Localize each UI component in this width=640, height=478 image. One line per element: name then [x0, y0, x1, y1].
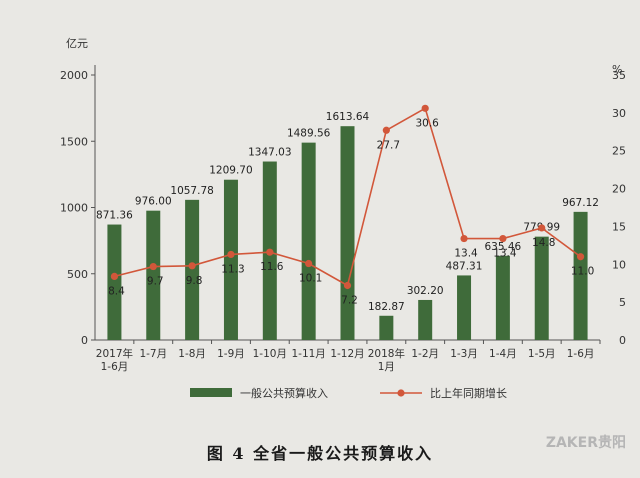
- line-value-label: 8.4: [108, 285, 125, 297]
- y2-tick-label: 35: [612, 69, 626, 82]
- legend-bar-label: 一般公共预算收入: [240, 386, 328, 400]
- y2-tick-label: 15: [612, 220, 626, 233]
- y2-tick-label: 5: [619, 296, 626, 309]
- bar-value-label: 1209.70: [209, 165, 252, 177]
- line-value-label: 30.6: [415, 117, 439, 129]
- line-point: [266, 248, 274, 256]
- y2-tick-label: 10: [612, 258, 626, 271]
- bar: [185, 199, 200, 340]
- x-tick-label: 1-3月: [450, 348, 478, 360]
- bar: [223, 179, 238, 340]
- y2-tick-label: 25: [612, 145, 626, 158]
- line-value-label: 10.1: [299, 273, 322, 285]
- line-value-label: 11.3: [221, 263, 244, 275]
- x-tick-label: 1-7月: [139, 348, 167, 360]
- x-tick-label: 1-2月: [411, 348, 439, 360]
- line-point: [305, 259, 313, 268]
- line-value-label: 11.0: [571, 266, 594, 278]
- bar: [573, 211, 588, 340]
- bar: [457, 275, 472, 340]
- legend-bar-swatch: [190, 388, 232, 397]
- line-point: [188, 262, 196, 270]
- line-point: [499, 234, 507, 243]
- line-point: [110, 272, 119, 280]
- bar-value-label: 976.00: [135, 196, 172, 208]
- bar: [146, 210, 161, 340]
- line-value-label: 13.4: [493, 248, 517, 260]
- legend-line-label: 比上年同期增长: [430, 386, 507, 400]
- line-value-label: 13.4: [454, 248, 478, 260]
- y2-axis-unit-label: %: [612, 63, 622, 76]
- x-tick-label: 1-11月: [291, 348, 325, 360]
- bar: [379, 315, 394, 340]
- bar: [301, 142, 316, 340]
- bar-value-label: 967.12: [562, 197, 599, 209]
- x-tick-label: 1-9月: [217, 348, 245, 360]
- y2-tick-label: 0: [619, 334, 626, 347]
- bar-value-label: 182.87: [368, 301, 405, 313]
- line-value-label: 7.2: [341, 294, 358, 306]
- x-tick-label: 1-12月: [330, 348, 364, 360]
- bar-value-label: 1613.64: [326, 111, 370, 123]
- bar-value-label: 302.20: [407, 285, 444, 297]
- bar-value-label: 635.46: [485, 241, 522, 253]
- line-point: [538, 224, 546, 232]
- line-point: [149, 262, 157, 271]
- figure-caption: 图 4 全省一般公共预算收入: [206, 444, 434, 463]
- x-tick-label: 1-10月: [253, 348, 287, 360]
- bar: [495, 255, 510, 340]
- y-tick-label: 1500: [60, 135, 88, 148]
- bar: [340, 126, 355, 340]
- legend: 一般公共预算收入 比上年同期增长: [190, 386, 507, 400]
- bar-value-label: 871.36: [96, 210, 133, 222]
- line-point: [576, 253, 585, 261]
- line-point: [421, 104, 429, 112]
- y2-tick-label: 30: [612, 107, 626, 120]
- x-tick-label: 1-8月: [178, 348, 206, 360]
- y-tick-label: 1000: [60, 202, 88, 215]
- bar: [107, 224, 122, 340]
- x-tick-label: 1-4月: [489, 348, 517, 360]
- line-point: [382, 126, 390, 134]
- x-tick-label: 1-6月: [101, 361, 129, 373]
- bar: [418, 299, 433, 340]
- y2-tick-label: 20: [612, 183, 626, 196]
- x-tick-label: 2017年: [96, 347, 133, 360]
- bar-value-label: 1347.03: [248, 147, 291, 159]
- y-tick-label: 500: [67, 268, 88, 281]
- line-value-label: 11.6: [260, 261, 284, 273]
- x-tick-label: 2018年: [368, 347, 405, 360]
- bar-value-label: 1057.78: [170, 185, 213, 197]
- x-tick-label: 1月: [378, 361, 395, 373]
- line-value-label: 9.8: [186, 275, 203, 287]
- bar-value-label: 487.31: [446, 260, 483, 272]
- plot-area: 0 500 1000 1500 2000 0 5 10 15 20 25 30 35 871.36976.…: [60, 65, 626, 373]
- line-value-label: 14.8: [532, 237, 555, 249]
- y-tick-label: 0: [81, 334, 88, 347]
- watermark: ZAKER贵阳: [545, 435, 626, 451]
- bar: [534, 236, 549, 340]
- x-tick-label: 1-5月: [528, 348, 556, 360]
- line-value-label: 9.7: [147, 276, 164, 288]
- legend-line-marker: [397, 389, 405, 397]
- x-tick-label: 1-6月: [567, 348, 595, 360]
- line-point: [460, 234, 468, 243]
- y-axis-unit-label: 亿元: [66, 37, 88, 50]
- line-point: [227, 250, 235, 259]
- line-point: [343, 281, 352, 290]
- y-tick-label: 2000: [60, 69, 88, 82]
- bar-value-label: 1489.56: [287, 128, 331, 140]
- line-value-label: 27.7: [377, 139, 400, 151]
